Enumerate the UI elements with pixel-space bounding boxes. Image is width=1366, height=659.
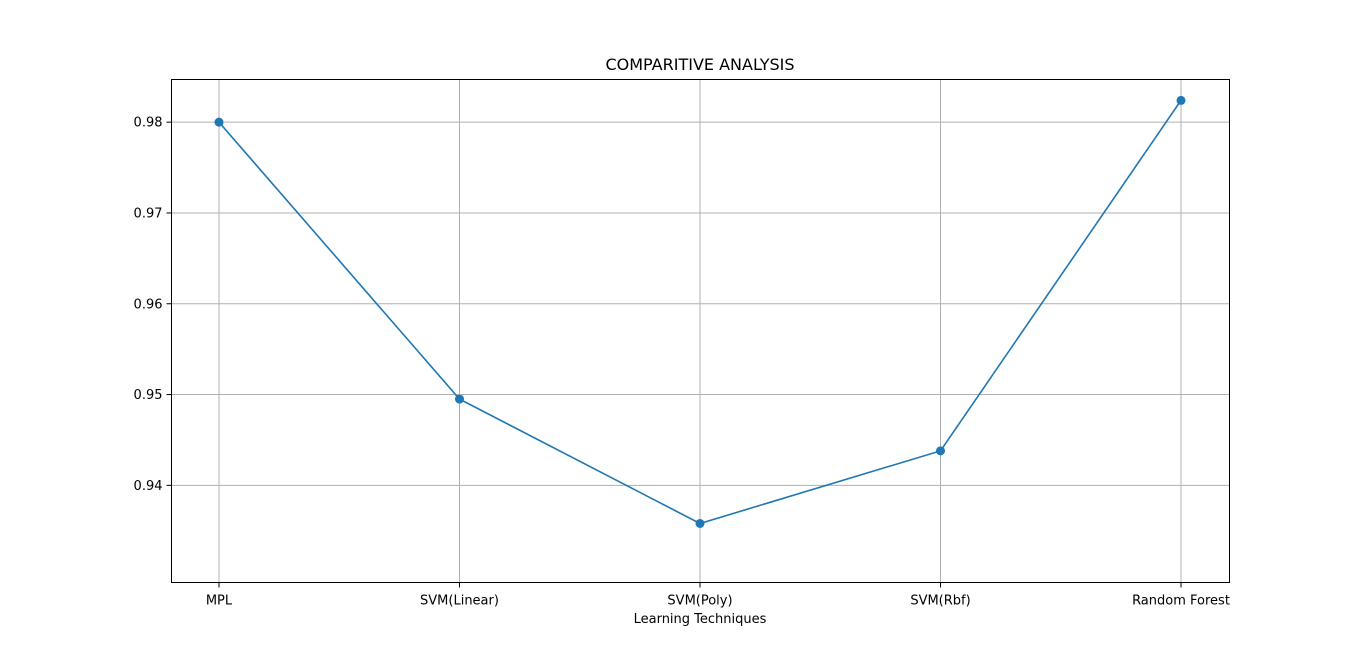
y-tick-label: 0.96: [134, 297, 163, 312]
x-tick-label: SVM(Rbf): [910, 594, 970, 609]
y-tick-label: 0.97: [134, 206, 163, 221]
x-tick-label: Random Forest: [1132, 594, 1230, 609]
data-point: [695, 518, 705, 528]
data-point: [1176, 95, 1186, 105]
data-point: [936, 446, 945, 456]
chart-title: COMPARITIVE ANALYSIS: [605, 55, 794, 74]
x-tick-label: SVM(Linear): [420, 594, 499, 609]
x-tick-label: SVM(Poly): [667, 594, 732, 609]
series-layer: [214, 95, 1186, 528]
y-tick-label: 0.95: [134, 388, 163, 403]
y-tick-label: 0.98: [134, 116, 163, 131]
x-tick-label: MPL: [206, 594, 233, 609]
y-tick-label: 0.94: [134, 479, 163, 494]
ticks-layer: MPL SVM(Linear) SVM(Poly) SVM(Rbf) Random Fo…: [134, 116, 1230, 609]
x-axis-label: Learning Techniques: [634, 612, 767, 627]
data-point: [214, 117, 224, 127]
grid-layer: [171, 79, 1230, 583]
data-point: [455, 394, 464, 404]
